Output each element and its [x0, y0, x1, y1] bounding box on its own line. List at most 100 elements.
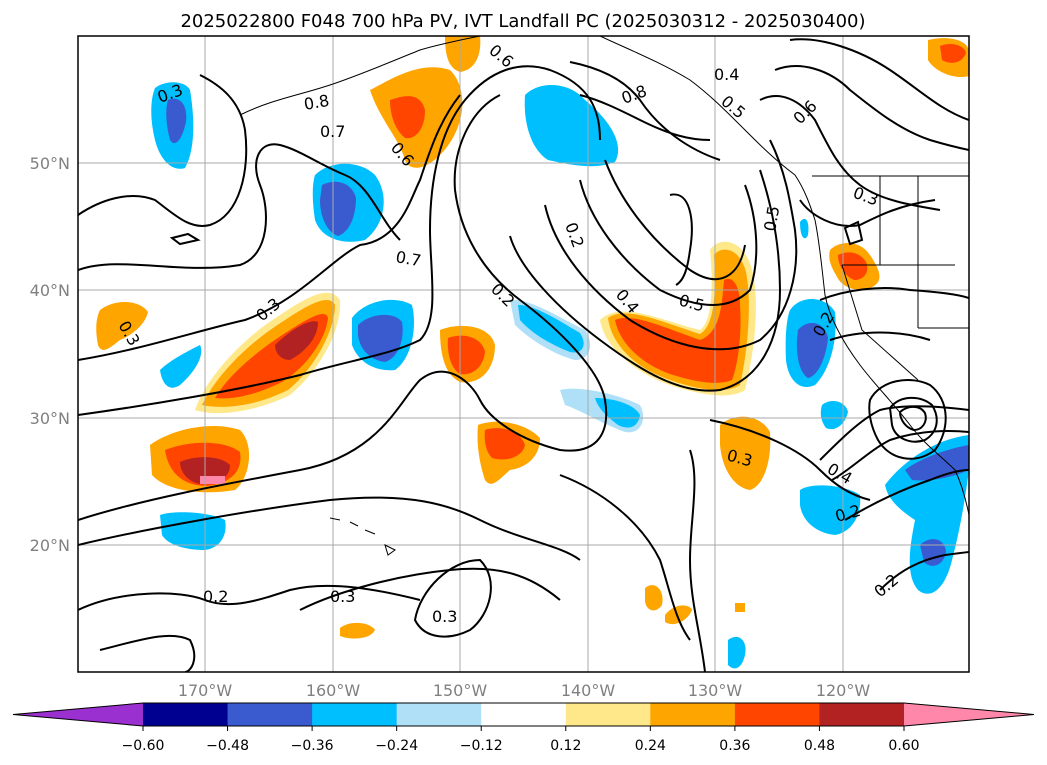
- positive-anomaly-patch: [838, 252, 868, 280]
- colorbar-segment: [312, 703, 398, 726]
- lat-labels: 50°N 40°N 30°N 20°N: [30, 154, 70, 555]
- contour-line: [78, 65, 601, 416]
- contour-line: [78, 74, 248, 227]
- colorbar-tick-label: 0.36: [719, 738, 750, 754]
- colorbar: −0.60 −0.48 −0.36 −0.24 −0.12 0.12 0.24 0.36 0.4…: [12, 702, 1035, 754]
- contour-line: [688, 449, 706, 672]
- map-panel: 0.3 0.8 0.7 0.6 0.6 0.8 0.4 0.5 0.6 0.7 …: [77, 35, 970, 673]
- chart-title: 2025022800 F048 700 hPa PV, IVT Landfall…: [180, 11, 865, 32]
- contour-line: [99, 634, 196, 672]
- colorbar-segment: [143, 703, 229, 726]
- contour-line: [819, 287, 969, 301]
- contour-line: [299, 567, 561, 611]
- contour-line: [829, 331, 931, 341]
- contour-line: [898, 405, 927, 432]
- colorbar-tick-label: −0.36: [291, 738, 334, 754]
- negative-anomaly-patch: [160, 345, 202, 388]
- lon-tick-label: 120°W: [816, 681, 871, 700]
- colorbar-tick-label: −0.48: [206, 738, 249, 754]
- positive-anomaly-patch: [484, 428, 525, 460]
- negative-anomaly-patch: [320, 181, 356, 236]
- lon-tick-label: 140°W: [561, 681, 616, 700]
- contour-label: 0.3: [330, 587, 355, 606]
- lat-tick-label: 20°N: [30, 536, 70, 555]
- contour-line: [819, 405, 969, 461]
- lon-tick-label: 160°W: [306, 681, 361, 700]
- positive-anomaly-patch: [445, 36, 481, 72]
- negative-anomaly-patch: [796, 323, 828, 378]
- contour-label: 0.5: [760, 204, 783, 232]
- colorbar-tick-label: −0.60: [122, 738, 165, 754]
- lon-tick-label: 170°W: [178, 681, 233, 700]
- lat-tick-label: 50°N: [30, 154, 70, 173]
- contour-line: [579, 179, 758, 306]
- colorbar-extend-high: [904, 703, 1034, 726]
- positive-anomaly-patch: [645, 585, 663, 611]
- lon-tick-label: 150°W: [433, 681, 488, 700]
- positive-anomaly-patch: [940, 44, 966, 63]
- negative-anomaly-patch: [524, 84, 619, 167]
- colorbar-segment: [819, 703, 905, 726]
- alaska-aleutian-coast: [239, 36, 481, 116]
- coastlines: [239, 36, 969, 556]
- alaska-coast: [599, 36, 816, 221]
- contour-line: [669, 193, 693, 286]
- positive-anomaly-patch: [340, 622, 375, 639]
- negative-anomaly-patch: [160, 512, 226, 550]
- contour-line: [843, 220, 864, 246]
- contour-line: [709, 419, 871, 501]
- contour-line: [509, 169, 782, 392]
- state-borders: [841, 176, 969, 381]
- lat-tick-label: 30°N: [30, 409, 70, 428]
- contour-line: [78, 94, 608, 521]
- negative-anomaly-patch: [800, 218, 809, 239]
- contour-line: [544, 139, 798, 351]
- contour-line: [413, 558, 492, 638]
- lon-labels: 170°W 160°W 150°W 140°W 130°W 120°W: [178, 681, 871, 700]
- positive-anomaly-patch: [390, 96, 425, 139]
- contour-line: [774, 65, 969, 151]
- positive-anomaly-patch: [447, 335, 485, 375]
- positive-anomaly-patch: [615, 278, 741, 383]
- contour-line: [579, 94, 711, 141]
- contour-label: 0.3: [432, 607, 457, 626]
- positive-anomaly-patch: [96, 301, 148, 350]
- colorbar-extend-low: [13, 703, 143, 726]
- colorbar-tick-label: −0.24: [375, 738, 418, 754]
- contour-line: [169, 232, 201, 246]
- colorbar-segment: [734, 703, 820, 726]
- north-america-west-coast: [814, 219, 969, 516]
- positive-anomaly-patch: [275, 321, 318, 360]
- colorbar-segment: [396, 703, 482, 726]
- contour-line: [759, 95, 941, 211]
- contour-line: [78, 143, 401, 271]
- contour-line: [559, 474, 691, 641]
- colorbar-tick-label: 0.60: [888, 738, 919, 754]
- contour-line: [789, 38, 969, 121]
- lon-tick-label: 130°W: [688, 681, 743, 700]
- colorbar-segment: [227, 703, 313, 726]
- contour-line: [868, 379, 947, 460]
- contour-line: [78, 94, 461, 361]
- contour-line: [604, 159, 746, 281]
- contour-line: [831, 429, 969, 481]
- negative-anomaly-patch: [728, 636, 746, 669]
- contour-line: [844, 469, 969, 521]
- pv-contours: [78, 38, 969, 672]
- positive-anomaly-patch: [200, 476, 225, 484]
- contour-label: 0.8: [302, 91, 330, 114]
- colorbar-segment: [650, 703, 736, 726]
- contour-label: 0.4: [714, 65, 739, 84]
- map-frame: [77, 35, 970, 673]
- gridlines: [78, 36, 969, 672]
- colorbar-segment: [565, 703, 651, 726]
- contour-line: [879, 551, 969, 591]
- colorbar-tick-label: 0.12: [550, 738, 581, 754]
- negative-anomaly-patch: [820, 400, 848, 430]
- positive-anomaly-patch: [735, 603, 745, 612]
- contour-label: 0.7: [394, 247, 422, 270]
- colorbar-tick-label: −0.12: [460, 738, 503, 754]
- positive-anomaly-patch: [665, 605, 692, 625]
- contour-label: 0.7: [320, 122, 345, 141]
